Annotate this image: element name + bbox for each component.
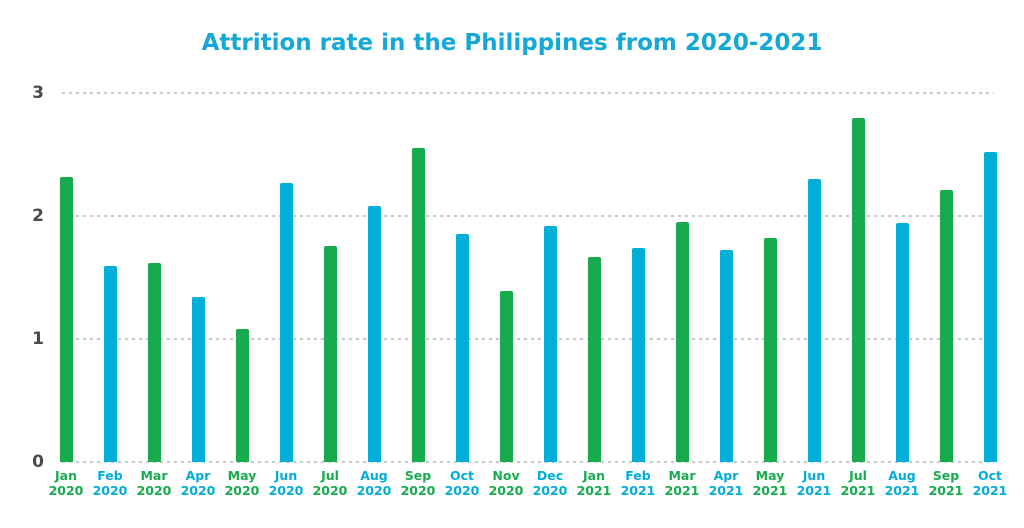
bar-oct-2020[interactable] [456, 234, 469, 462]
x-label-month: Feb [625, 468, 651, 483]
x-label-month: Oct [449, 468, 474, 483]
y-axis-tick-label: 0 [32, 452, 44, 472]
x-label-month: May [755, 468, 785, 483]
bar-sep-2021[interactable] [940, 190, 953, 462]
x-axis-label-dec-2020: Dec 2020 [526, 468, 574, 498]
bar-may-2021[interactable] [764, 238, 777, 462]
bar-jun-2020[interactable] [280, 183, 293, 462]
x-label-month: Jan [583, 468, 605, 483]
y-axis-tick-label: 2 [32, 206, 44, 226]
x-label-month: Jun [274, 468, 298, 483]
gridline-y-3 [62, 92, 994, 94]
x-axis-label-oct-2021: Oct 2021 [966, 468, 1014, 498]
bar-aug-2020[interactable] [368, 206, 381, 462]
x-label-year: 2021 [664, 483, 700, 498]
x-axis-label-may-2020: May 2020 [218, 468, 266, 498]
x-label-year: 2020 [532, 483, 568, 498]
x-label-year: 2020 [312, 483, 348, 498]
x-axis-label-aug-2021: Aug 2021 [878, 468, 926, 498]
x-label-year: 2021 [752, 483, 788, 498]
bar-may-2020[interactable] [236, 329, 249, 462]
x-label-month: Sep [404, 468, 432, 483]
bar-mar-2020[interactable] [148, 263, 161, 462]
bar-nov-2020[interactable] [500, 291, 513, 462]
x-label-month: Mar [140, 468, 168, 483]
x-label-month: Apr [713, 468, 739, 483]
x-label-year: 2020 [400, 483, 436, 498]
bar-feb-2021[interactable] [632, 248, 645, 462]
x-label-month: Apr [185, 468, 211, 483]
x-axis-label-oct-2020: Oct 2020 [438, 468, 486, 498]
x-label-month: Mar [668, 468, 696, 483]
x-label-month: Jun [802, 468, 826, 483]
x-label-month: Jul [321, 468, 339, 483]
x-label-year: 2021 [708, 483, 744, 498]
bar-apr-2021[interactable] [720, 250, 733, 462]
x-label-year: 2020 [136, 483, 172, 498]
x-label-year: 2021 [884, 483, 920, 498]
x-axis-label-nov-2020: Nov 2020 [482, 468, 530, 498]
x-label-year: 2020 [180, 483, 216, 498]
x-label-month: Aug [360, 468, 388, 483]
bar-jan-2021[interactable] [588, 257, 601, 462]
bar-mar-2021[interactable] [676, 222, 689, 462]
bar-feb-2020[interactable] [104, 266, 117, 462]
x-label-month: Nov [492, 468, 520, 483]
x-label-year: 2020 [356, 483, 392, 498]
y-axis-tick-label: 1 [32, 329, 44, 349]
x-axis-label-sep-2021: Sep 2021 [922, 468, 970, 498]
x-axis-label-jun-2021: Jun 2021 [790, 468, 838, 498]
x-label-year: 2021 [972, 483, 1008, 498]
x-label-month: Dec [536, 468, 564, 483]
bar-aug-2021[interactable] [896, 223, 909, 462]
x-axis-label-sep-2020: Sep 2020 [394, 468, 442, 498]
x-label-year: 2020 [48, 483, 84, 498]
x-axis-label-feb-2021: Feb 2021 [614, 468, 662, 498]
x-label-month: Jan [55, 468, 77, 483]
bar-jan-2020[interactable] [60, 177, 73, 462]
x-label-year: 2021 [840, 483, 876, 498]
x-axis-label-jun-2020: Jun 2020 [262, 468, 310, 498]
bar-jul-2021[interactable] [852, 118, 865, 462]
x-axis-label-jan-2020: Jan 2020 [42, 468, 90, 498]
x-label-year: 2020 [444, 483, 480, 498]
x-label-year: 2021 [620, 483, 656, 498]
x-axis-label-apr-2021: Apr 2021 [702, 468, 750, 498]
x-label-year: 2021 [928, 483, 964, 498]
chart-title: Attrition rate in the Philippines from 2… [201, 30, 823, 56]
x-label-month: Sep [932, 468, 960, 483]
bar-jun-2021[interactable] [808, 179, 821, 462]
bar-apr-2020[interactable] [192, 297, 205, 462]
x-label-year: 2020 [92, 483, 128, 498]
x-label-year: 2021 [576, 483, 612, 498]
x-axis-label-aug-2020: Aug 2020 [350, 468, 398, 498]
x-axis-label-jan-2021: Jan 2021 [570, 468, 618, 498]
x-label-month: Jul [849, 468, 867, 483]
x-label-year: 2020 [268, 483, 304, 498]
x-label-month: Aug [888, 468, 916, 483]
x-axis-label-feb-2020: Feb 2020 [86, 468, 134, 498]
x-axis-label-may-2021: May 2021 [746, 468, 794, 498]
bar-sep-2020[interactable] [412, 148, 425, 462]
x-label-month: Feb [97, 468, 123, 483]
x-label-month: Oct [977, 468, 1002, 483]
x-axis-label-mar-2021: Mar 2021 [658, 468, 706, 498]
x-axis-label-mar-2020: Mar 2020 [130, 468, 178, 498]
bar-jul-2020[interactable] [324, 246, 337, 462]
gridline-y-1 [62, 338, 994, 340]
x-label-month: May [227, 468, 257, 483]
bar-oct-2021[interactable] [984, 152, 997, 462]
x-label-year: 2020 [224, 483, 260, 498]
bar-dec-2020[interactable] [544, 226, 557, 462]
x-axis-label-jul-2021: Jul 2021 [834, 468, 882, 498]
x-axis-label-jul-2020: Jul 2020 [306, 468, 354, 498]
gridline-y-0 [62, 461, 994, 463]
y-axis-tick-label: 3 [32, 83, 44, 103]
x-label-year: 2021 [796, 483, 832, 498]
gridline-y-2 [62, 215, 994, 217]
x-axis-label-apr-2020: Apr 2020 [174, 468, 222, 498]
x-label-year: 2020 [488, 483, 524, 498]
